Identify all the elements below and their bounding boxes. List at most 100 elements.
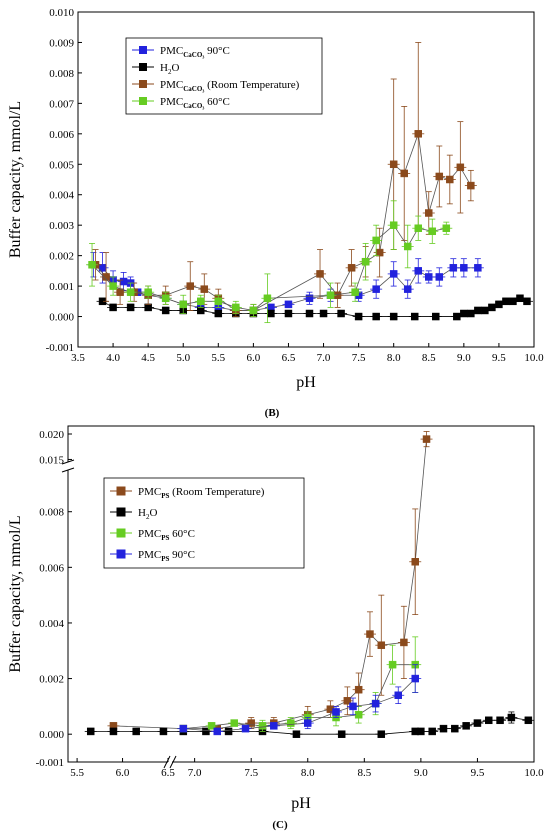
data-point [109,303,117,312]
x-break-gap [168,756,172,768]
data-point [389,270,398,278]
series-line [183,678,416,732]
data-point [347,264,356,272]
series [177,664,422,736]
data-point [102,273,110,281]
data-point [425,209,433,217]
data-point [161,294,170,303]
data-point [214,297,223,306]
data-point [446,175,454,184]
data-point [126,303,135,312]
data-point [202,727,210,736]
data-point [410,312,419,321]
data-point [179,300,187,309]
data-point [161,306,170,315]
data-point [485,716,493,725]
data-point [361,257,370,266]
data-point [403,285,412,293]
data-point [400,169,408,178]
x-tick-label: 6.0 [247,352,261,364]
series [107,431,433,733]
data-point [213,727,221,736]
y-tick-label: 0.007 [49,98,74,110]
legend: PMCCaCO₃ 90°C H2O PMCCaCO₃ (Room Temperatu… [125,37,323,115]
legend-marker [139,80,147,88]
series-line [113,439,427,730]
data-point [394,691,402,700]
legend-entry: PMCPS 90°C [138,549,195,563]
data-point [132,727,140,736]
data-point [197,297,205,306]
data-point [411,674,419,683]
y-tick-label: 0.006 [49,129,74,141]
data-point [388,660,397,669]
data-point [200,285,209,293]
y-break-mark [61,459,75,465]
chart-c: 5.5 6.0 6.5 7.0 7.5 8.0 8.5 9.0 9.5 10.0 -0.001 0.0… [7,425,544,831]
chart-b: 3.5 4.0 4.5 5.0 5.5 6.0 6.5 7.0 7.5 8.0 8.5 9.0 9.5 1… [7,7,544,419]
x-tick-label: 10.0 [524,352,544,364]
legend-entry: PMCCaCO₃ (Room Temperature) [160,79,300,93]
data-point [467,309,475,318]
x-tick-label: 7.5 [244,767,258,779]
y-axis-label: Buffer capacity, mmol/L [7,515,24,672]
legend-entry: PMCCaCO₃ 60°C [160,96,230,110]
data-point [354,710,363,719]
x-axis-label: pH [291,795,311,812]
data-point [263,294,272,303]
data-point [230,719,238,727]
data-point [186,282,194,290]
data-point [462,722,470,730]
y-tick-label: -0.001 [36,757,64,769]
data-point [258,722,267,730]
plot-frame [77,11,535,348]
data-point [305,294,314,303]
data-point [460,264,468,272]
y-tick-label: 0.004 [49,190,74,202]
legend-box [103,477,305,569]
y-tick-label: 0.000 [39,729,64,741]
data-point [119,277,128,286]
legend-entry: PMCPS 60°C [138,528,195,542]
x-tick-label: 4.5 [141,352,155,364]
data-point [481,306,489,315]
x-tick-label: 8.0 [387,352,401,364]
data-point [507,713,516,722]
data-point [403,242,412,251]
data-point [109,727,118,736]
data-point [224,727,233,736]
x-tick-label: 10.0 [524,767,544,779]
data-point [372,236,380,245]
data-point [197,306,205,315]
panel-label: (C) [272,819,288,831]
y-tick-label: 0.002 [39,674,64,686]
data-point [284,309,293,318]
y-tick-label: 0.004 [39,618,64,630]
series-line [90,717,529,735]
y-axis-label: Buffer capacity, mmol/L [7,101,24,258]
x-tick-label: 5.5 [211,352,225,364]
panel-label: (B) [265,407,280,419]
legend-entry: PMCCaCO₃ 90°C [160,45,230,59]
data-point [425,273,433,281]
y-tick-label: 0.008 [49,68,74,80]
data-point [247,719,255,727]
x-tick-label: 9.0 [414,767,428,779]
legend-entry: H2O [138,507,157,521]
y-tick-label: 0.002 [49,251,74,263]
y-tick-label: 0.020 [39,429,64,441]
data-point [343,697,352,705]
series-line [95,133,472,311]
data-point [495,300,503,309]
data-point [304,719,312,727]
y-tick-label: 0.006 [39,562,64,574]
data-point [488,303,496,312]
legend-marker [139,97,147,105]
data-point [207,722,216,730]
data-point [523,297,531,306]
x-tick-label: 5.5 [70,767,84,779]
x-tick-label: 6.0 [116,767,130,779]
data-point [159,727,168,736]
x-break-mark [169,755,177,769]
data-point [428,227,437,236]
